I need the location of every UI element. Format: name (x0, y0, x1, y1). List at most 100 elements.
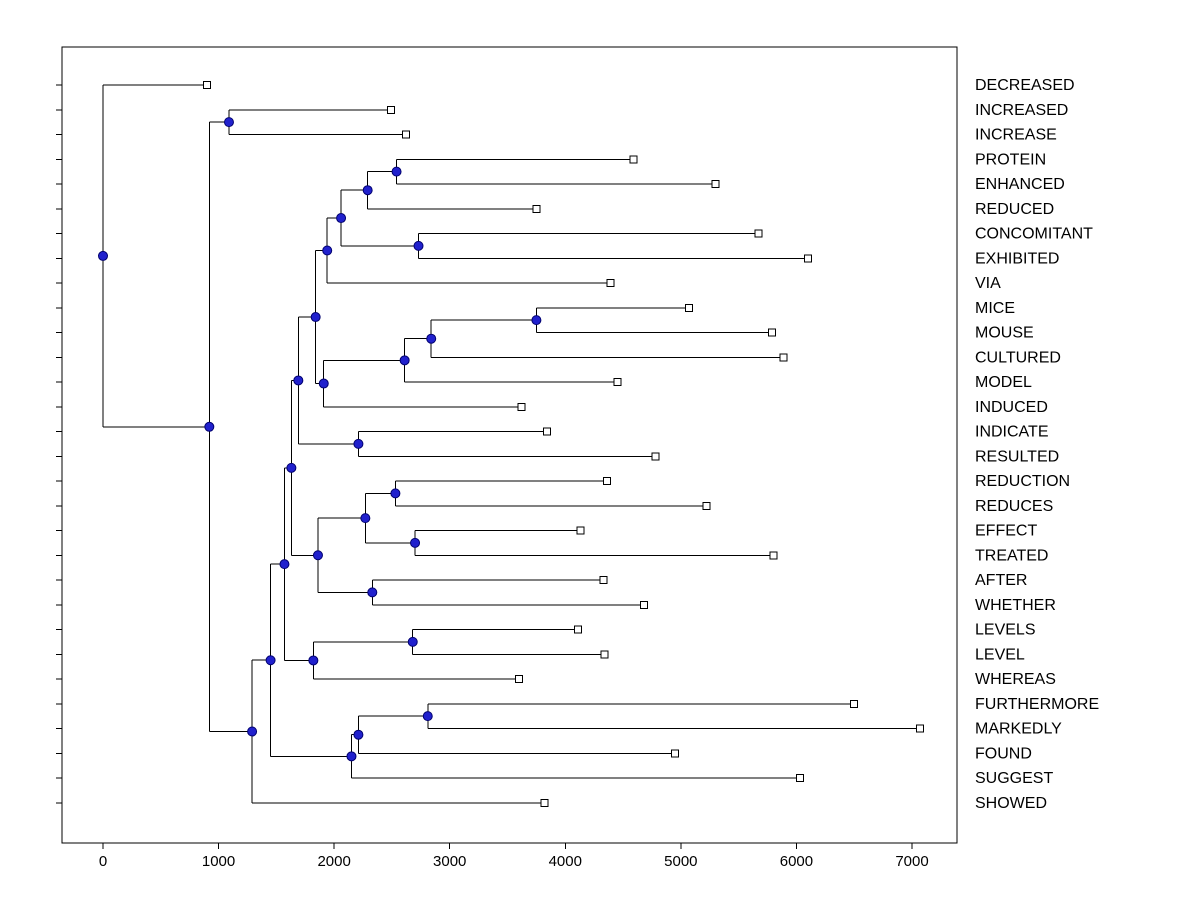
leaf-marker (203, 81, 212, 89)
leaf-marker (599, 576, 608, 584)
leaf-marker (803, 254, 812, 263)
internal-node-marker (293, 375, 304, 386)
internal-node-marker (204, 421, 215, 432)
leaf-label: REDUCES (975, 498, 1053, 515)
leaf-label: CONCOMITANT (975, 226, 1093, 243)
leaf-label: MICE (975, 300, 1015, 317)
leaf-label: WHETHER (975, 597, 1056, 614)
leaf-label: TREATED (975, 547, 1048, 564)
leaf-label: PROTEIN (975, 151, 1046, 168)
leaf-label: VIA (975, 275, 1001, 292)
leaf-label: SHOWED (975, 795, 1047, 812)
internal-node-marker (367, 587, 378, 598)
internal-node-marker (399, 355, 410, 366)
leaf-marker (651, 452, 660, 461)
leaf-marker (629, 155, 638, 164)
internal-node-marker (223, 117, 234, 128)
internal-node-marker (98, 250, 108, 261)
internal-node-marker (322, 245, 333, 256)
internal-node-marker (312, 550, 323, 561)
leaf-label: WHEREAS (975, 671, 1056, 688)
internal-node-marker (362, 185, 373, 196)
internal-node-marker (422, 711, 433, 722)
leaf-marker (576, 526, 585, 535)
leaf-marker (532, 204, 541, 213)
tree-branches (102, 84, 921, 804)
leaf-marker (711, 180, 720, 188)
leaf-label: LEVEL (975, 646, 1025, 663)
leaf-marker (671, 749, 680, 758)
leaf-label: EFFECT (975, 523, 1037, 540)
leaf-label: RESULTED (975, 448, 1059, 465)
internal-node-marker (353, 729, 364, 740)
internal-node-marker (346, 751, 357, 762)
leaf-label: INDICATE (975, 424, 1048, 441)
internal-node-marker (318, 378, 329, 389)
internal-node-marker (336, 213, 347, 224)
x-tick-label: 6000 (780, 853, 813, 870)
internal-node-marker (531, 315, 542, 326)
leaf-marker (684, 303, 693, 312)
leaf-label: REDUCTION (975, 473, 1070, 490)
leaf-label: SUGGEST (975, 770, 1053, 787)
leaf-marker (916, 724, 925, 733)
leaf-marker (769, 551, 778, 560)
leaf-label: INCREASE (975, 127, 1057, 144)
leaf-marker (401, 130, 410, 139)
x-tick-label: 1000 (202, 853, 235, 870)
leaf-label: LEVELS (975, 622, 1035, 639)
axes: 0 1000 2000 3000 4000 5000 6000 7000 (56, 46, 958, 870)
leaf-marker (573, 625, 582, 634)
leaf-label: ENHANCED (975, 176, 1065, 193)
leaf-marker (795, 774, 804, 782)
leaf-labels: DECREASED INCREASED INCREASE PROTEIN ENHANCE… (975, 77, 1099, 812)
leaf-marker (768, 328, 777, 337)
leaf-marker (602, 477, 611, 485)
axis-box (61, 46, 958, 844)
leaf-label: DECREASED (975, 77, 1075, 94)
internal-node-marker (426, 333, 437, 344)
leaf-marker (606, 279, 615, 287)
x-tick-label: 3000 (433, 853, 466, 870)
leaf-label: INDUCED (975, 399, 1048, 416)
leaf-label: MARKEDLY (975, 721, 1062, 738)
leaf-marker (515, 675, 524, 683)
leaf-marker (613, 378, 622, 386)
leaf-label: FOUND (975, 745, 1032, 762)
leaf-label: REDUCED (975, 201, 1054, 218)
internal-node-marker (247, 726, 258, 737)
leaf-label: FURTHERMORE (975, 696, 1099, 713)
internal-node-marker (391, 166, 402, 177)
internal-node-marker (390, 488, 401, 499)
leaf-label: CULTURED (975, 349, 1061, 366)
x-tick-label: 0 (99, 853, 107, 870)
leaf-marker (517, 402, 526, 411)
leaf-label: MOUSE (975, 325, 1034, 342)
leaf-label: EXHIBITED (975, 250, 1059, 267)
leaf-marker (542, 427, 551, 436)
x-tick-label: 4000 (549, 853, 582, 870)
internal-node-marker (410, 537, 421, 548)
internal-node-marker (286, 462, 297, 473)
leaf-marker (754, 229, 763, 238)
internal-node-marker (308, 655, 319, 666)
x-tick-label: 2000 (317, 853, 350, 870)
leaf-marker (850, 699, 859, 708)
leaf-marker (702, 501, 711, 510)
x-tick-label: 5000 (664, 853, 697, 870)
internal-node-marker (279, 559, 290, 570)
internal-node-marker (413, 240, 424, 251)
tree-markers (98, 81, 925, 807)
internal-node-marker (360, 513, 371, 524)
leaf-marker (639, 600, 648, 609)
leaf-marker (779, 353, 788, 362)
leaf-marker (386, 105, 395, 114)
leaf-marker (600, 650, 609, 659)
internal-node-marker (265, 655, 276, 666)
internal-node-marker (353, 438, 364, 449)
leaf-label: INCREASED (975, 102, 1068, 119)
leaf-label: MODEL (975, 374, 1032, 391)
x-tick-label: 7000 (895, 853, 928, 870)
